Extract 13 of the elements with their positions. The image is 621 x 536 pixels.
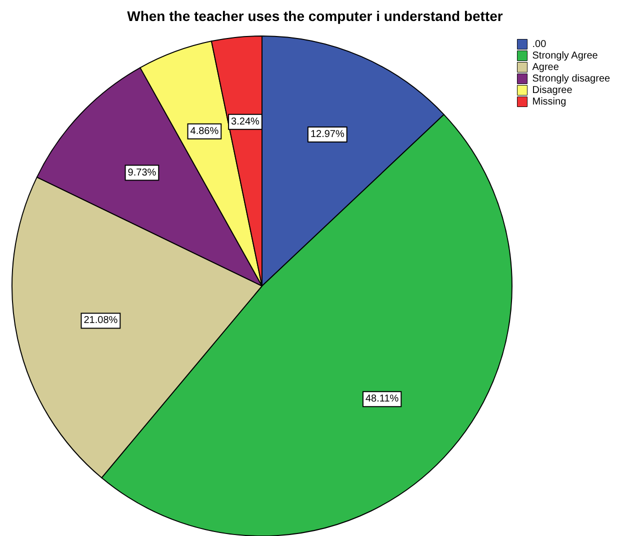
legend-label: Disagree xyxy=(532,84,573,96)
legend-label: Missing xyxy=(532,96,566,108)
data-label: 12.97% xyxy=(310,129,344,140)
chart-title: When the teacher uses the computer i understand better xyxy=(127,8,504,24)
legend-label: .00 xyxy=(532,38,547,50)
data-label: 4.86% xyxy=(190,126,219,137)
legend-label: Strongly Agree xyxy=(532,50,598,62)
data-label: 48.11% xyxy=(365,394,399,405)
legend-label: Agree xyxy=(532,62,560,73)
data-label: 9.73% xyxy=(128,167,156,178)
legend-label: Strongly disagree xyxy=(532,73,611,84)
data-label: 21.08% xyxy=(84,315,118,326)
data-label: 3.24% xyxy=(231,116,260,128)
